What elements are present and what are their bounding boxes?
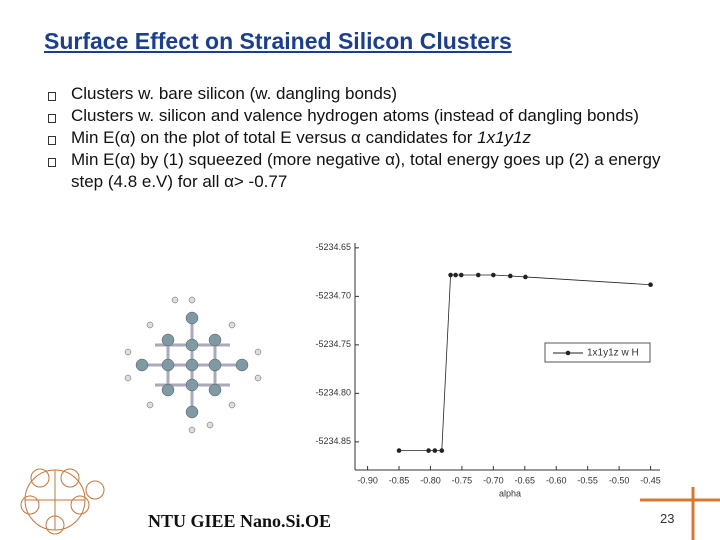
- legend-marker: [565, 350, 571, 356]
- data-point: [453, 272, 458, 278]
- data-point: [448, 272, 453, 278]
- y-tick-label: -5234.80: [315, 388, 351, 398]
- x-tick-label: -0.45: [640, 475, 661, 485]
- data-point: [396, 448, 402, 453]
- x-tick-label: -0.75: [452, 475, 473, 485]
- bullet-text: Min E(α) by (1) squeezed (more negative …: [71, 150, 661, 191]
- logo: [20, 468, 105, 535]
- x-tick-label: -0.50: [609, 475, 630, 485]
- data-point: [508, 273, 513, 279]
- y-tick-label: -5234.85: [315, 436, 351, 446]
- legend-label: 1x1y1z w H: [587, 348, 639, 359]
- data-point: [439, 448, 445, 453]
- footer-text: NTU GIEE Nano.Si.OE: [148, 511, 332, 531]
- bullet-italic: 1x1y1z: [477, 128, 531, 147]
- series-line: [399, 274, 651, 451]
- slide-title: Surface Effect on Strained Silicon Clust…: [44, 28, 512, 54]
- bullet: Min E(α) by (1) squeezed (more negative …: [46, 149, 666, 193]
- x-axis-label: alpha: [499, 488, 521, 498]
- legend-box: [544, 342, 651, 363]
- data-point: [426, 448, 431, 453]
- molecule: [124, 296, 262, 434]
- bullet-text: Clusters w. bare silicon (w. dangling bo…: [71, 84, 397, 103]
- data-point: [523, 274, 528, 280]
- data-point: [458, 272, 464, 278]
- bullet: Clusters w. bare silicon (w. dangling bo…: [46, 83, 666, 105]
- data-point: [648, 282, 653, 288]
- bullet: Clusters w. silicon and valence hydrogen…: [46, 105, 666, 127]
- bullet-text: Clusters w. silicon and valence hydrogen…: [71, 106, 639, 125]
- bullet-list: Clusters w. bare silicon (w. dangling bo…: [46, 83, 666, 193]
- x-tick-label: -0.90: [357, 475, 378, 485]
- y-tick-label: -5234.70: [315, 291, 351, 301]
- data-point: [475, 272, 481, 278]
- bullet: Min E(α) on the plot of total E versus α…: [46, 127, 666, 149]
- x-tick-label: -0.60: [546, 475, 567, 485]
- decor: [640, 487, 720, 540]
- x-tick-label: -0.55: [577, 475, 598, 485]
- page-number: 23: [660, 511, 675, 526]
- data-point: [491, 272, 496, 278]
- data-point: [432, 448, 438, 453]
- bullet-text: Min E(α) on the plot of total E versus α…: [71, 128, 478, 147]
- x-tick-label: -0.65: [515, 475, 536, 485]
- x-tick-label: -0.70: [483, 475, 504, 485]
- y-tick-label: -5234.65: [315, 242, 351, 252]
- y-tick-label: -5234.75: [315, 339, 351, 349]
- x-tick-label: -0.80: [420, 475, 441, 485]
- x-tick-label: -0.85: [389, 475, 410, 485]
